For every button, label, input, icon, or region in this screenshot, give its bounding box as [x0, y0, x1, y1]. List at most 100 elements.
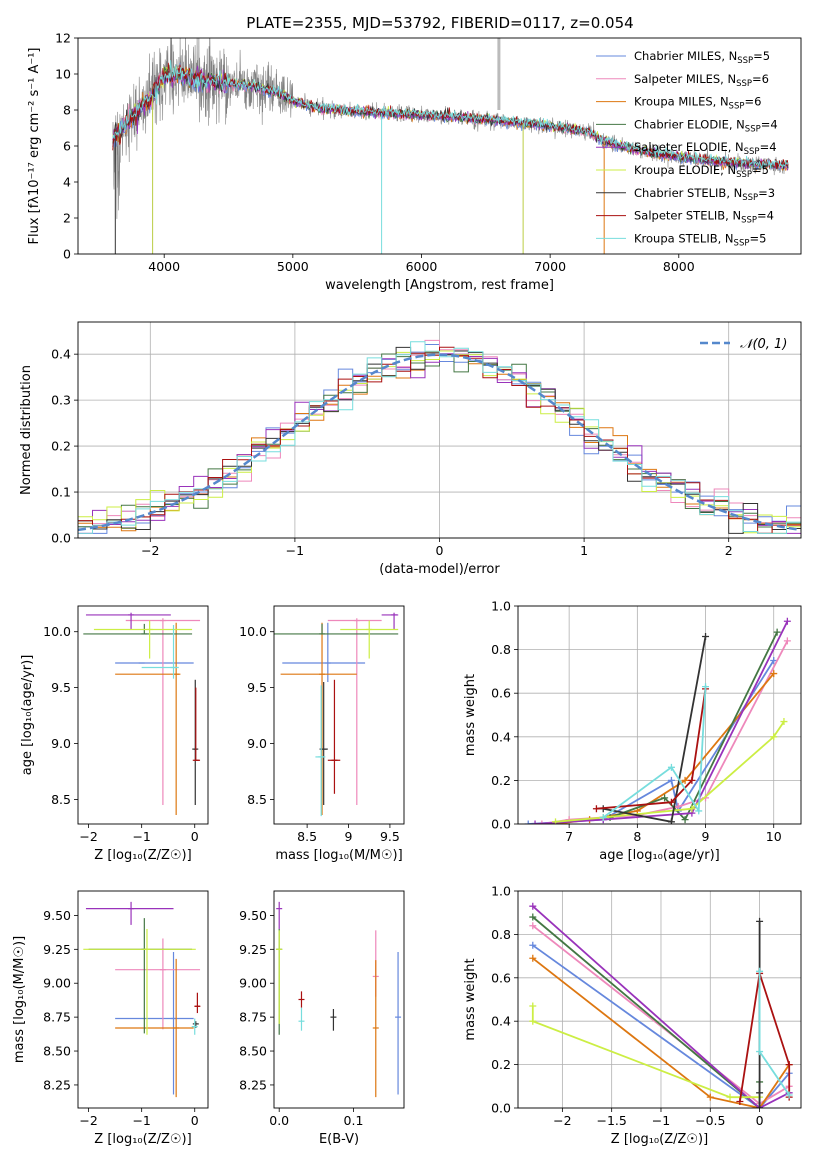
- tick-label-y: 8.25: [239, 1077, 267, 1092]
- legend-entry: 𝒩(0, 1): [740, 337, 787, 352]
- tick-label-y: 9.50: [43, 908, 71, 923]
- tick-label-y: 8.50: [43, 1044, 71, 1059]
- weight-series-8: [602, 686, 707, 819]
- weight-point: [552, 818, 560, 824]
- tick-label-x: 0: [191, 1113, 199, 1128]
- axes-frame: [517, 890, 802, 1109]
- tick-label-y: 8.5: [51, 792, 71, 807]
- x-axis-label: wavelength [Angstrom, rest frame]: [325, 278, 554, 293]
- legend-entry: Salpeter STELIB, NSSP=4: [634, 209, 774, 226]
- weight-point: [756, 1104, 764, 1108]
- axes-frame: [273, 605, 405, 825]
- weight-series-4: [532, 905, 790, 1108]
- tick-label-y: 1.0: [491, 884, 511, 899]
- chart-age-vs-Z: −2 −1 0 8.5 9.0 9.5 10.0 Z [log₁₀(Z/Z☉)] age [lo…: [20, 605, 209, 863]
- model-spectrum-8: [112, 60, 789, 169]
- tick-label-y: 9.25: [43, 942, 71, 957]
- weight-point: [785, 1091, 793, 1099]
- chart-residuals: −2 −1 0 1 2 0.0 0.1 0.2 0.3 0.4 (data-model)/error…: [19, 321, 802, 577]
- weight-series-2: [555, 673, 775, 824]
- y-axis-label: Flux [fλ10⁻¹⁷ erg cm⁻² s⁻¹ A⁻¹]: [27, 48, 42, 245]
- weight-point: [529, 922, 537, 930]
- tick-label-y: 0.0: [491, 817, 511, 832]
- weight-point: [529, 941, 537, 949]
- tick-label-x: −2: [79, 1113, 97, 1128]
- tick-label-y: 0.0: [491, 1101, 511, 1116]
- plot-area: [274, 612, 399, 817]
- tick-label-y: 0.4: [491, 1014, 511, 1029]
- weight-point: [661, 794, 669, 802]
- tick-label-y: 8: [63, 103, 71, 118]
- chart-weight-vs-Z: −2 −1.5 −1 −0.5 0 0.0 0.2 0.4 0.6 0.8 1.0 Z [log₁₀(…: [463, 884, 802, 1147]
- weight-point: [773, 628, 781, 636]
- legend-entry: Chabrier STELIB, NSSP=3: [634, 186, 775, 203]
- tick-label-x: 9.5: [380, 829, 400, 844]
- weight-series-2: [532, 957, 790, 1108]
- axes-frame: [273, 890, 405, 1109]
- weight-point: [770, 657, 778, 664]
- legend-entry: Chabrier ELODIE, NSSP=4: [634, 117, 778, 134]
- weight-series-3: [532, 916, 761, 1108]
- tick-label-y: 9.00: [43, 976, 71, 991]
- y-axis-label: Normed distribution: [19, 365, 34, 495]
- tick-label-x: −1: [286, 543, 304, 558]
- weight-point: [780, 718, 788, 726]
- tick-label-x: −1.5: [596, 1113, 626, 1128]
- axes-frame: [77, 890, 209, 1109]
- tick-label-y: 0.4: [51, 347, 71, 362]
- tick-label-y: 9.0: [247, 736, 267, 751]
- weight-point: [783, 637, 791, 645]
- tick-label-y: 8.75: [239, 1010, 267, 1025]
- tick-label-y: 2: [63, 211, 71, 226]
- tick-label-x: −1: [132, 1113, 150, 1128]
- weight-series-6: [603, 636, 707, 823]
- weight-point: [667, 818, 675, 824]
- tick-label-x: 8000: [663, 259, 695, 274]
- weight-point: [667, 776, 675, 784]
- chart-mass-vs-Z: −2 −1 0 8.25 8.50 8.75 9.00 9.25 9.50 Z [log₁₀(Z/…: [12, 890, 209, 1147]
- legend-entry: Kroupa STELIB, NSSP=5: [634, 231, 766, 248]
- legend-entry: Kroupa ELODIE, NSSP=5: [634, 163, 769, 180]
- tick-label-y: 0.2: [491, 1057, 511, 1072]
- weight-point: [785, 1061, 793, 1069]
- weight-series-0: [528, 660, 775, 824]
- tick-label-x: 7: [565, 829, 573, 844]
- legend: Chabrier MILES, NSSP=5 Salpeter MILES, NS…: [596, 49, 778, 248]
- weight-point: [524, 820, 532, 824]
- tick-label-x: 0: [436, 543, 444, 558]
- tick-label-y: 9.50: [239, 908, 267, 923]
- weight-point: [736, 1097, 744, 1105]
- tick-label-x: 0: [756, 1113, 764, 1128]
- chart-mass-vs-EBV: 0.0 0.1 8.25 8.50 8.75 9.00 9.25 9.50 E(B-V): [239, 890, 405, 1147]
- tick-label-y: 0: [63, 247, 71, 262]
- tick-label-y: 6: [63, 139, 71, 154]
- weight-point: [756, 1089, 764, 1097]
- weight-point: [538, 820, 546, 824]
- tick-label-y: 0.4: [491, 729, 511, 744]
- tick-label-y: 0.2: [51, 439, 71, 454]
- tick-label-y: 8.50: [239, 1044, 267, 1059]
- tick-label-x: −2: [79, 829, 97, 844]
- weight-point: [688, 776, 696, 784]
- tick-label-x: 0.0: [269, 1113, 289, 1128]
- plot-area: [276, 901, 402, 1098]
- x-axis-label: Z [log₁₀(Z/Z☉)]: [611, 1132, 708, 1147]
- legend-entry: Kroupa MILES, NSSP=6: [634, 95, 761, 112]
- tick-label-y: 8.75: [43, 1010, 71, 1025]
- weight-series-7: [739, 973, 791, 1102]
- tick-label-y: 8.5: [247, 792, 267, 807]
- weight-series-0: [532, 944, 790, 1108]
- tick-label-y: 9.25: [239, 942, 267, 957]
- axes-frame: [77, 321, 802, 539]
- tick-label-y: 0.8: [491, 927, 511, 942]
- tick-label-y: 9.5: [247, 680, 267, 695]
- tick-label-x: −2: [141, 543, 159, 558]
- plot-area: [78, 339, 801, 534]
- tick-label-y: 9.00: [239, 976, 267, 991]
- tick-label-y: 0.2: [491, 773, 511, 788]
- x-axis-label: Z [log₁₀(Z/Z☉)]: [94, 848, 191, 863]
- weight-point: [667, 798, 675, 806]
- plot-area: [83, 901, 201, 1098]
- tick-label-x: −0.5: [695, 1113, 725, 1128]
